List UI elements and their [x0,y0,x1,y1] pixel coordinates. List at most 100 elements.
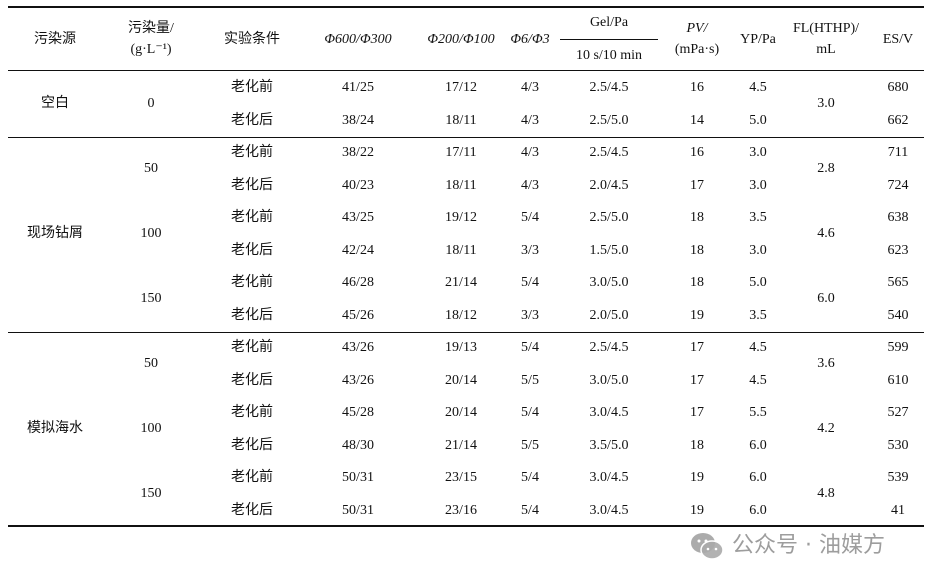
cell-p600: 38/22 [342,145,374,160]
header-phi200: Φ200/Φ100 [427,32,495,47]
cell-pv: 14 [690,112,704,128]
watermark: 公众号 · 油媒方 [690,531,885,561]
cell-p6: 4/3 [521,177,539,193]
cell-es: 610 [887,372,909,388]
cell-es: 540 [887,307,909,323]
cell-es: 530 [887,437,909,453]
cell-cond: 老化前 [231,275,273,290]
cell-pv: 16 [690,80,704,95]
bottom-rule [8,525,924,527]
gel-header-divider [560,39,658,40]
cell-gel: 3.0/4.5 [589,405,629,420]
cell-cond: 老化后 [231,437,273,453]
cell-es: 539 [887,470,909,485]
cell-yp: 5.5 [749,405,767,420]
cell-p600: 40/23 [342,177,374,193]
cell-gel: 3.0/5.0 [589,275,629,290]
cell-amount: 50 [144,161,158,177]
group-divider [8,331,924,333]
cell-amount: 50 [144,356,158,372]
cell-pv: 18 [690,242,704,258]
group-divider [8,136,924,138]
cell-p200: 18/11 [445,112,477,128]
cell-cond: 老化后 [231,372,273,388]
cell-p200: 21/14 [445,275,477,290]
cell-cond: 老化后 [231,242,273,258]
cell-p600: 38/24 [342,112,374,128]
header-phi6: Φ6/Φ3 [510,32,550,47]
header-gel-sub: 10 s/10 min [575,48,643,63]
cell-pv: 16 [690,145,704,160]
cell-es: 711 [887,145,909,160]
cell-p600: 45/28 [342,405,374,420]
cell-cond: 老化前 [231,340,273,355]
cell-es: 565 [887,275,909,290]
cell-fl: 4.6 [817,226,835,242]
cell-amount: 100 [140,226,162,242]
cell-fl: 6.0 [817,291,835,307]
cell-p200: 19/13 [445,340,477,355]
cell-cond: 老化后 [231,502,273,518]
cell-es: 41 [891,502,905,518]
cell-es: 662 [887,112,909,128]
cell-pv: 17 [690,405,704,420]
header-condition: 实验条件 [224,32,280,47]
header-amount: 污染量/ [128,21,174,36]
header-amount-unit: (g·L⁻¹) [130,42,172,57]
cell-p600: 50/31 [342,502,374,518]
cell-cond: 老化前 [231,210,273,225]
cell-amount: 150 [140,291,162,307]
cell-fl: 2.8 [817,161,835,177]
cell-pv: 19 [690,502,704,518]
cell-p6: 5/4 [521,275,539,290]
cell-yp: 3.0 [749,242,767,258]
header-fl: FL(HTHP)/ [792,21,860,36]
cell-p6: 3/3 [521,307,539,323]
cell-p600: 41/25 [342,80,374,95]
cell-cond: 老化后 [231,112,273,128]
cell-yp: 6.0 [749,470,767,485]
cell-yp: 5.0 [749,112,767,128]
cell-gel: 2.5/4.5 [589,145,629,160]
cell-p6: 4/3 [521,112,539,128]
cell-amount: 150 [140,486,162,502]
cell-cond: 老化前 [231,80,273,95]
cell-p6: 5/5 [521,437,539,453]
cell-p600: 45/26 [342,307,374,323]
cell-es: 638 [887,210,909,225]
cell-yp: 4.5 [749,80,767,95]
header-es: ES/V [882,32,914,47]
cell-gel: 3.5/5.0 [589,437,629,453]
cell-pv: 18 [690,275,704,290]
cell-pv: 19 [690,307,704,323]
cell-yp: 3.5 [749,307,767,323]
top-rule [8,6,924,8]
cell-gel: 2.5/4.5 [589,340,629,355]
cell-p600: 48/30 [342,437,374,453]
cell-p200: 23/15 [445,470,477,485]
cell-p200: 18/12 [445,307,477,323]
cell-p600: 46/28 [342,275,374,290]
cell-p6: 3/3 [521,242,539,258]
cell-yp: 3.0 [749,177,767,193]
cell-gel: 2.5/5.0 [589,210,629,225]
cell-es: 724 [887,177,909,193]
cell-p600: 43/25 [342,210,374,225]
cell-gel: 3.0/5.0 [589,372,629,388]
watermark-text: 公众号 · 油媒方 [732,533,885,558]
cell-pv: 18 [690,437,704,453]
cell-yp: 4.5 [749,372,767,388]
cell-p6: 5/4 [521,405,539,420]
cell-source: 空白 [41,96,69,112]
cell-p6: 4/3 [521,80,539,95]
cell-gel: 2.5/5.0 [589,112,629,128]
cell-p600: 50/31 [342,470,374,485]
cell-yp: 4.5 [749,340,767,355]
cell-p200: 23/16 [445,502,477,518]
cell-pv: 17 [690,372,704,388]
cell-p6: 5/4 [521,210,539,225]
cell-p6: 4/3 [521,145,539,160]
cell-p200: 18/11 [445,177,477,193]
cell-p200: 21/14 [445,437,477,453]
wechat-icon [691,533,724,560]
